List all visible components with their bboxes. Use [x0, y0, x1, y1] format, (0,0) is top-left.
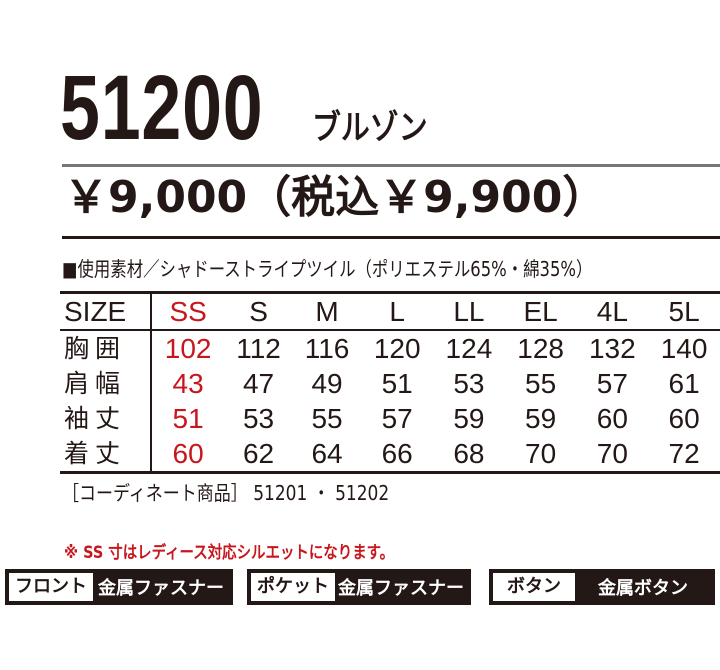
product-code: 51200: [60, 57, 264, 159]
measure-value: 51: [381, 368, 413, 399]
measure-value: 55: [311, 403, 343, 434]
measure-value: 102: [164, 333, 212, 364]
measure-value: 124: [445, 333, 493, 364]
table-row: 胸囲 102 112 116 120 124 128 132 140: [60, 330, 720, 366]
ss-note: ※ SS 寸はレディース対応シルエットになります。: [64, 543, 395, 563]
measure-value: 132: [588, 333, 636, 364]
size-header-row: SIZE SS S M L LL EL 4L 5L: [60, 291, 720, 331]
measure-value: 59: [525, 403, 557, 434]
table-row: 着丈 60 62 64 66 68 70 70 72: [60, 436, 720, 474]
measure-label: 袖丈: [60, 401, 152, 436]
divider: [62, 236, 720, 239]
price: ￥9,000（税込￥9,900）: [64, 172, 607, 223]
measure-value: 64: [292, 436, 362, 474]
measure-value: 66: [361, 436, 434, 474]
measure-value: 60: [668, 403, 700, 434]
measure-label: 胸囲: [60, 330, 152, 366]
size-5l: 5L: [648, 291, 720, 331]
measure-value: 140: [660, 333, 708, 364]
size-l: L: [361, 291, 434, 331]
measure-value: 128: [517, 333, 564, 364]
measure-value: 57: [596, 368, 628, 399]
measure-value: 120: [373, 333, 421, 364]
coordinate-products: ［コーディネート商品］ 51201 ・ 51202: [62, 481, 390, 505]
size-s: S: [224, 291, 293, 331]
measure-value: 55: [525, 368, 557, 399]
measure-value: 68: [433, 436, 505, 474]
size-table: SIZE SS S M L LL EL 4L 5L 胸囲 102 112 116 120…: [60, 291, 720, 474]
measure-value: 59: [453, 403, 485, 434]
size-el: EL: [504, 291, 577, 331]
measure-value: 51: [172, 403, 204, 434]
spec-button: ボタン 金属ボタン: [489, 569, 715, 605]
table-row: 袖丈 51 53 55 57 59 59 60 60: [60, 401, 720, 436]
measure-value: 112: [236, 333, 281, 364]
material-text: ■使用素材／シャドーストライプツイル（ポリエステル65%・綿35%）: [62, 257, 593, 281]
measure-value: 70: [504, 436, 577, 474]
measure-value: 53: [242, 403, 275, 434]
measure-label: 着丈: [60, 436, 152, 474]
size-header-label: SIZE: [60, 291, 152, 331]
measure-value: 62: [224, 436, 293, 474]
measure-value: 60: [596, 403, 628, 434]
table-row: 肩幅 43 47 49 51 53 55 57 61: [60, 366, 720, 401]
spec-key: ポケット: [251, 573, 335, 601]
product-kind: ブルゾン: [312, 108, 428, 148]
spec-front: フロント 金属ファスナー: [5, 569, 233, 605]
spec-value: 金属ボタン: [598, 578, 688, 599]
divider: [62, 164, 720, 167]
size-4l: 4L: [576, 291, 649, 331]
size-ss: SS: [151, 291, 225, 331]
measure-value: 116: [304, 333, 350, 364]
measure-value: 60: [151, 436, 225, 474]
measure-label: 肩幅: [60, 366, 152, 401]
size-m: M: [292, 291, 362, 331]
spec-key: フロント: [9, 573, 93, 601]
spec-key: ボタン: [493, 573, 575, 601]
measure-value: 43: [172, 368, 204, 399]
measure-value: 70: [576, 436, 649, 474]
size-ll: LL: [433, 291, 505, 331]
spec-value: 金属ファスナー: [98, 578, 224, 599]
spec-value: 金属ファスナー: [338, 578, 464, 599]
measure-value: 72: [648, 436, 720, 474]
measure-value: 61: [668, 368, 700, 399]
spec-pocket: ポケット 金属ファスナー: [247, 569, 471, 605]
measure-value: 49: [311, 368, 343, 399]
measure-value: 53: [453, 368, 485, 399]
measure-value: 57: [381, 403, 413, 434]
measure-value: 47: [242, 368, 275, 399]
